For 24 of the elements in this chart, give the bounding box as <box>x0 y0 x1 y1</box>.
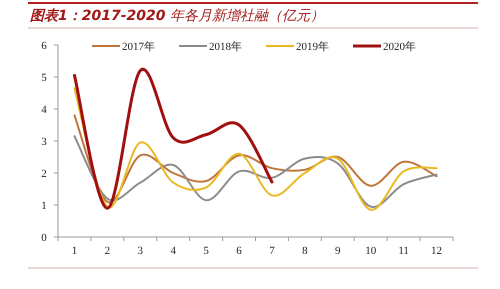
x-tick-label: 8 <box>302 245 308 257</box>
y-tick-label: 2 <box>41 168 47 180</box>
y-tick-label: 0 <box>41 232 48 244</box>
x-tick-label: 4 <box>170 245 176 257</box>
chart-title: 图表1：2017-2020 年各月新增社融（亿元） <box>30 8 324 24</box>
x-tick-label: 2 <box>104 245 110 257</box>
legend-label: 2017年 <box>122 41 155 53</box>
x-tick-label: 5 <box>203 245 210 257</box>
legend-label: 2020年 <box>383 41 416 53</box>
x-tick-label: 9 <box>335 245 342 257</box>
x-tick-label: 10 <box>365 245 377 257</box>
y-tick-label: 1 <box>41 200 47 212</box>
legend-label: 2019年 <box>296 41 329 53</box>
x-tick-label: 6 <box>236 245 242 257</box>
x-tick-label: 11 <box>398 245 409 257</box>
y-tick-label: 6 <box>41 40 48 52</box>
x-tick-label: 3 <box>138 245 144 257</box>
x-tick-label: 1 <box>72 245 78 257</box>
y-tick-label: 5 <box>41 72 48 84</box>
legend-label: 2018年 <box>209 41 242 53</box>
x-tick-label: 12 <box>431 245 442 257</box>
y-tick-label: 4 <box>41 104 48 116</box>
y-tick-label: 3 <box>41 136 48 148</box>
x-tick-label: 7 <box>269 245 276 257</box>
